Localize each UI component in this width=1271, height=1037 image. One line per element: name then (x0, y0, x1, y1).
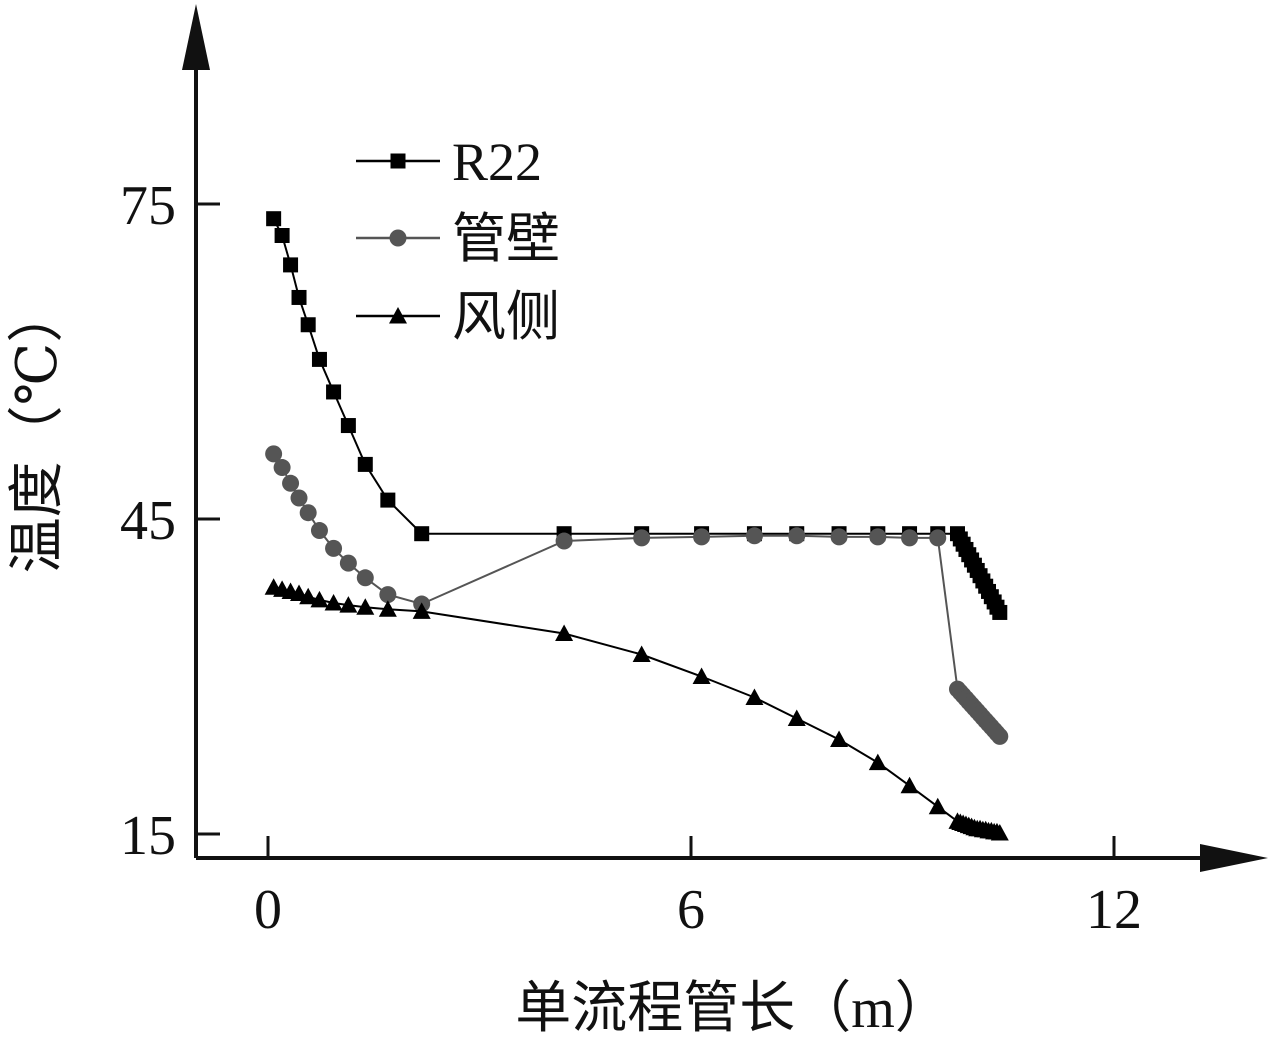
data-point (274, 228, 290, 243)
data-point (290, 489, 308, 507)
data-point (633, 529, 651, 547)
data-point (929, 529, 947, 547)
data-point (745, 527, 763, 545)
data-point (378, 600, 397, 617)
legend-marker (389, 229, 407, 247)
data-point (356, 569, 374, 587)
data-point (379, 586, 397, 604)
x-axis-arrow (1200, 844, 1268, 872)
data-point (991, 727, 1009, 745)
series-0 (266, 211, 1008, 620)
data-point (868, 753, 887, 771)
data-point (299, 587, 318, 605)
data-point (830, 730, 849, 747)
data-point (310, 590, 329, 608)
data-point (555, 532, 573, 550)
data-point (414, 526, 430, 542)
data-point (992, 604, 1008, 620)
axes: 0 6 12 15 45 75 (120, 4, 1268, 941)
x-tick-label: 12 (1086, 879, 1142, 941)
data-point (380, 492, 396, 508)
legend-label: 管壁 (452, 209, 560, 269)
y-axis-label: 温度（℃） (7, 287, 69, 574)
legend-marker (389, 307, 407, 324)
y-tick-label: 45 (120, 490, 176, 552)
data-point (340, 418, 356, 434)
data-point (901, 529, 919, 547)
y-tick-label: 15 (120, 805, 176, 867)
data-point (300, 317, 316, 333)
data-point (266, 211, 282, 227)
legend-label: 风侧 (452, 287, 560, 347)
data-point (412, 602, 431, 619)
data-point (787, 709, 806, 726)
data-point (928, 797, 947, 815)
data-point (283, 257, 299, 273)
x-tick-label: 6 (677, 879, 705, 941)
series-1 (265, 445, 1009, 745)
data-point (990, 823, 1009, 841)
data-point (692, 667, 711, 684)
x-tick-label: 0 (254, 879, 282, 941)
data-point (299, 504, 317, 522)
data-point (282, 474, 300, 492)
y-axis-arrow (182, 4, 210, 70)
data-point (310, 522, 328, 540)
data-point (830, 528, 848, 546)
data-point (555, 624, 574, 641)
data-point (693, 528, 711, 546)
y-tick-label: 75 (120, 175, 176, 237)
data-point (900, 776, 919, 794)
data-point (357, 456, 373, 472)
series-2 (264, 578, 1009, 841)
data-point (311, 351, 327, 367)
data-point (632, 645, 651, 662)
legend-label: R22 (452, 132, 542, 192)
data-point (339, 596, 358, 613)
x-axis-label: 单流程管长（m） (515, 978, 951, 1037)
data-point (325, 539, 343, 557)
data-point (326, 384, 342, 400)
data-point (291, 289, 307, 305)
data-point (265, 445, 283, 463)
data-point (869, 528, 887, 546)
data-point (324, 594, 343, 611)
series-layer (264, 211, 1009, 841)
data-point (356, 598, 375, 615)
data-point (745, 688, 764, 705)
series-line (272, 218, 1001, 613)
series-line (273, 586, 1001, 834)
data-point (339, 554, 357, 572)
data-point (788, 527, 806, 545)
legend-marker (390, 153, 406, 169)
data-point (273, 459, 291, 477)
